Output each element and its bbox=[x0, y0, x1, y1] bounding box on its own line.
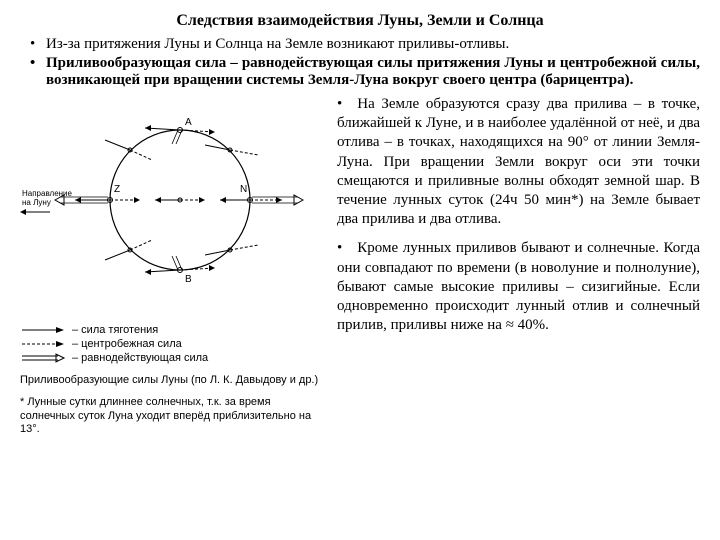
legend-gravity: – сила тяготения bbox=[72, 324, 158, 336]
paragraph-2: • Кроме лунных приливов бывают и солнечн… bbox=[337, 239, 700, 335]
direction-label-2: на Луну bbox=[22, 198, 51, 207]
paragraph-1: • На Земле образуются сразу два прилива … bbox=[337, 95, 700, 229]
legend-centrifugal: – центробежная сила bbox=[72, 338, 182, 350]
label-b: B bbox=[185, 274, 192, 285]
diagram-caption: Приливообразующие силы Луны (по Л. К. Да… bbox=[20, 374, 325, 388]
bullet-item: Из-за притяжения Луны и Солнца на Земле … bbox=[36, 36, 700, 53]
footnote: * Лунные сутки длиннее солнечных, т.к. з… bbox=[20, 396, 325, 437]
bullet-list: Из-за притяжения Луны и Солнца на Земле … bbox=[20, 36, 700, 89]
page-title: Следствия взаимодействия Луны, Земли и С… bbox=[20, 12, 700, 30]
right-column: • На Земле образуются сразу два прилива … bbox=[337, 95, 700, 437]
tidal-forces-diagram: Z N A B bbox=[20, 95, 320, 315]
diagram-legend: – сила тяготения – центробежная сила – р… bbox=[20, 324, 325, 364]
left-column: Z N A B bbox=[20, 95, 325, 437]
legend-resultant: – равнодействующая сила bbox=[72, 352, 208, 364]
bullet-item: Приливообразующая сила – равнодействующа… bbox=[36, 55, 700, 89]
direction-label-1: Направление bbox=[22, 189, 73, 198]
label-z: Z bbox=[114, 184, 120, 195]
label-n: N bbox=[240, 184, 247, 195]
label-a: A bbox=[185, 117, 192, 128]
